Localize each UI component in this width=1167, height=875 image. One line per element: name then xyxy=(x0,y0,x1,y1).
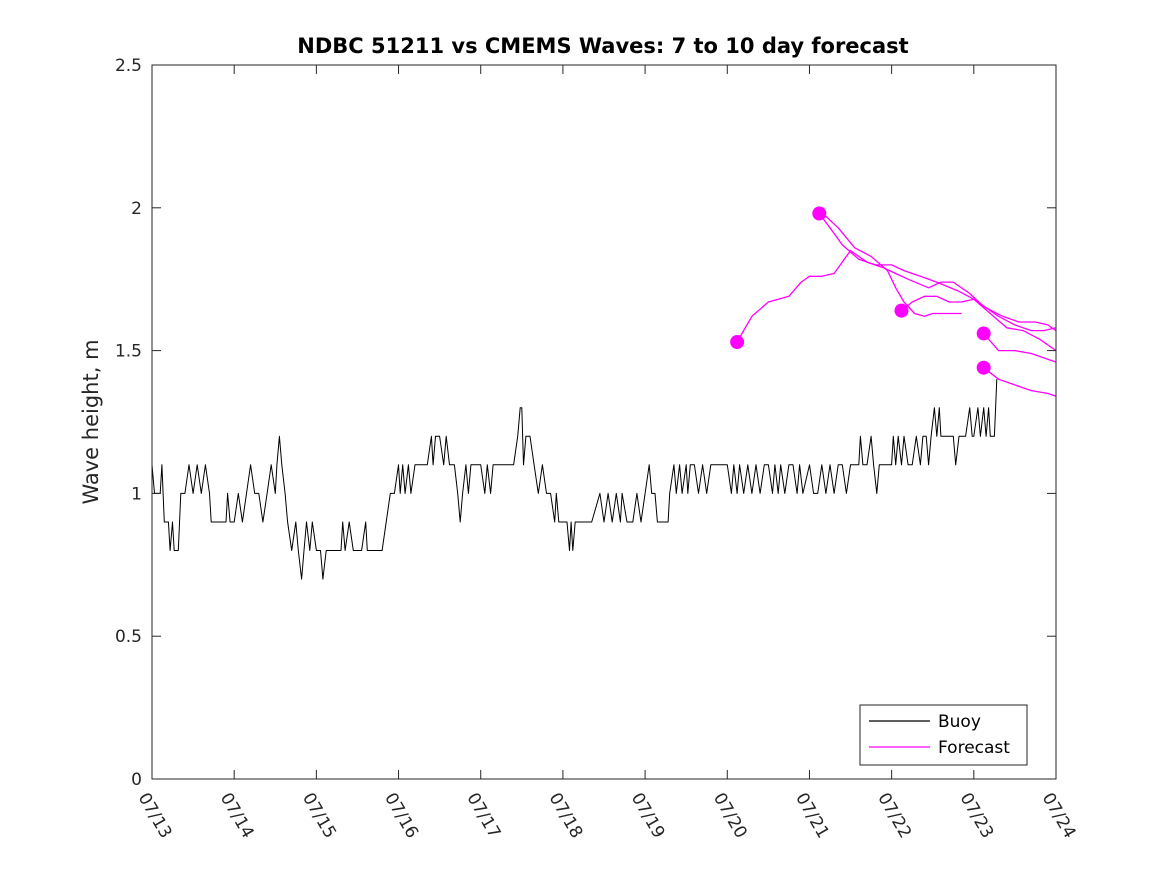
x-tick-label: 07/23 xyxy=(955,790,997,842)
legend-label-forecast: Forecast xyxy=(938,738,1010,758)
legend: Buoy Forecast xyxy=(859,704,1028,766)
x-tick-label: 07/20 xyxy=(709,790,751,842)
chart-title: NDBC 51211 vs CMEMS Waves: 7 to 10 day f… xyxy=(297,34,908,58)
legend-label-buoy: Buoy xyxy=(938,712,981,732)
plot-area xyxy=(152,65,1056,779)
forecast-start-marker xyxy=(976,326,991,341)
forecast-series-line-1 xyxy=(736,249,1057,343)
forecast-series-line-6 xyxy=(983,367,1057,397)
forecast-start-marker xyxy=(894,303,909,318)
x-tick-label: 07/13 xyxy=(134,790,176,842)
forecast-series-line-4 xyxy=(901,295,1057,332)
x-tick-label: 07/21 xyxy=(791,790,833,842)
x-tick-label: 07/18 xyxy=(545,790,587,842)
forecast-series-line-3 xyxy=(819,212,962,317)
legend-box xyxy=(859,704,1028,766)
x-tick-label: 07/17 xyxy=(462,790,504,842)
x-tick-label: 07/16 xyxy=(380,790,422,842)
forecast-start-marker xyxy=(976,360,991,375)
x-tick-label: 07/14 xyxy=(216,790,258,842)
forecast-series-line-2 xyxy=(818,213,1057,352)
y-tick-label: 2 xyxy=(131,199,142,219)
x-tick-label: 07/19 xyxy=(627,790,669,842)
forecast-start-marker xyxy=(812,206,827,221)
buoy-series-line xyxy=(151,379,998,580)
y-tick-label: 1.5 xyxy=(115,342,142,362)
series-layer xyxy=(151,206,1057,580)
y-tick-label: 0.5 xyxy=(115,627,142,647)
x-tick-label: 07/15 xyxy=(298,790,340,842)
x-tick-label: 07/24 xyxy=(1038,790,1080,842)
axes-box xyxy=(151,64,1057,780)
forecast-series-line-5 xyxy=(983,333,1057,363)
y-axis-label: Wave height, m xyxy=(79,339,103,504)
forecast-start-marker xyxy=(730,335,745,350)
y-tick-label: 1 xyxy=(131,484,142,504)
y-tick-label: 0 xyxy=(131,770,142,790)
x-tick-label: 07/22 xyxy=(873,790,915,842)
y-tick-label: 2.5 xyxy=(115,56,142,76)
